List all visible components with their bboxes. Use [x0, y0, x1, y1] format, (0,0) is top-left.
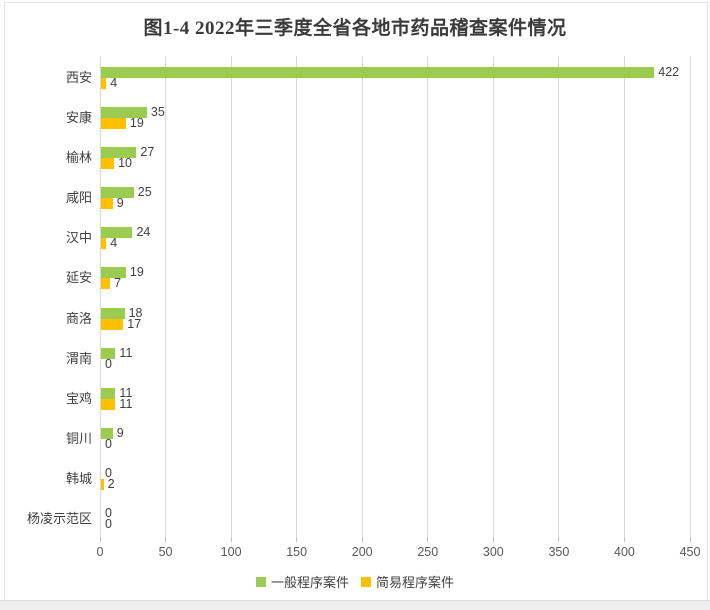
simple-case-value-label: 9	[116, 196, 124, 211]
general-case-value-label: 422	[658, 65, 680, 80]
simple-case-bar	[101, 318, 124, 330]
gridline	[558, 56, 560, 537]
general-case-value-label: 35	[150, 105, 165, 120]
general-case-value-label: 0	[105, 465, 112, 480]
page-border-top	[4, 2, 707, 3]
x-tick-label: 100	[220, 545, 242, 559]
tick-mark	[296, 537, 298, 542]
page-border-bottom	[0, 600, 710, 601]
general-case-value-label: 0	[105, 505, 112, 520]
gridline	[296, 56, 298, 537]
category-label: 安康	[65, 110, 92, 126]
gridline	[623, 56, 625, 537]
simple-case-value-label: 2	[107, 476, 115, 491]
general-case-value-label: 11	[119, 345, 133, 360]
legend-swatch-simple-icon	[361, 576, 371, 587]
simple-case-value-label: 0	[105, 436, 112, 451]
category-label: 铜川	[65, 430, 92, 446]
x-tick-label: 50	[158, 545, 173, 559]
category-label: 延安	[65, 270, 92, 286]
simple-case-bar	[101, 78, 107, 90]
simple-case-value-label: 19	[129, 116, 144, 131]
general-case-bar	[101, 387, 116, 399]
simple-case-bar	[101, 398, 116, 410]
tick-mark	[492, 537, 494, 542]
general-case-bar	[101, 67, 655, 79]
simple-case-bar	[101, 478, 104, 490]
x-tick-label: 450	[679, 545, 701, 559]
chart-title: 图1-4 2022年三季度全省各地市药品稽查案件情况	[143, 18, 567, 39]
simple-case-value-label: 4	[110, 236, 118, 251]
category-label: 渭南	[65, 350, 92, 366]
general-case-value-label: 27	[140, 145, 155, 160]
legend-label-simple: 简易程序案件	[376, 575, 455, 590]
general-case-value-label: 11	[119, 385, 133, 400]
simple-case-bar	[101, 198, 113, 210]
simple-case-bar	[101, 118, 126, 130]
general-case-bar	[101, 107, 147, 119]
x-tick-label: 250	[417, 545, 439, 559]
simple-case-value-label: 0	[105, 356, 112, 371]
general-case-bar	[101, 227, 133, 239]
general-case-value-label: 25	[137, 185, 152, 200]
legend-item-simple: 简易程序案件	[361, 572, 454, 591]
tick-mark	[361, 537, 363, 542]
general-case-bar	[101, 147, 137, 159]
category-label: 咸阳	[65, 190, 92, 206]
gridline	[689, 56, 691, 537]
simple-case-value-label: 7	[114, 276, 122, 291]
page-border-right	[707, 2, 708, 600]
tick-mark	[558, 537, 560, 542]
general-case-value-label: 9	[116, 425, 124, 440]
tick-mark	[99, 537, 101, 542]
simple-case-value-label: 0	[105, 516, 112, 531]
category-label: 宝鸡	[65, 390, 92, 406]
x-tick-label: 150	[286, 545, 308, 559]
general-case-bar	[101, 427, 113, 439]
general-case-bar	[101, 187, 134, 199]
tick-mark	[623, 537, 625, 542]
general-case-bar	[101, 267, 126, 279]
legend-item-general: 一般程序案件	[255, 572, 349, 591]
category-label: 韩城	[65, 470, 92, 486]
simple-case-value-label: 17	[127, 316, 142, 331]
tick-mark	[165, 537, 167, 542]
simple-case-value-label: 10	[118, 156, 133, 171]
gridline	[492, 56, 494, 537]
general-case-value-label: 24	[136, 225, 151, 240]
category-label: 杨凌示范区	[26, 510, 92, 526]
tick-mark	[427, 537, 429, 542]
category-label: 商洛	[65, 310, 92, 326]
tick-mark	[689, 537, 691, 542]
gridline	[99, 56, 101, 537]
general-case-value-label: 19	[129, 265, 144, 280]
category-label: 汉中	[65, 230, 92, 246]
page-bottom-strip	[0, 601, 710, 610]
general-case-value-label: 18	[128, 305, 143, 320]
legend-swatch-general-icon	[255, 576, 266, 587]
simple-case-bar	[101, 158, 115, 170]
simple-case-bar	[101, 278, 111, 290]
legend: 一般程序案件 简易程序案件	[0, 572, 710, 591]
simple-case-bar	[101, 238, 107, 250]
simple-case-value-label: 11	[119, 396, 133, 411]
x-tick-label: 300	[482, 545, 504, 559]
general-case-bar	[101, 307, 125, 319]
x-tick-label: 0	[96, 545, 104, 559]
gridline	[361, 56, 363, 537]
gridline	[165, 56, 167, 537]
page-border-left	[4, 2, 5, 600]
legend-label-general: 一般程序案件	[270, 575, 349, 590]
x-tick-label: 350	[548, 545, 570, 559]
gridline	[427, 56, 429, 537]
x-tick-label: 200	[351, 545, 373, 559]
gridline	[230, 56, 232, 537]
category-label: 西安	[65, 70, 92, 86]
x-tick-label: 400	[614, 545, 635, 559]
simple-case-value-label: 4	[110, 76, 118, 91]
general-case-bar	[101, 347, 116, 359]
tick-mark	[230, 537, 232, 542]
category-label: 榆林	[65, 150, 92, 166]
